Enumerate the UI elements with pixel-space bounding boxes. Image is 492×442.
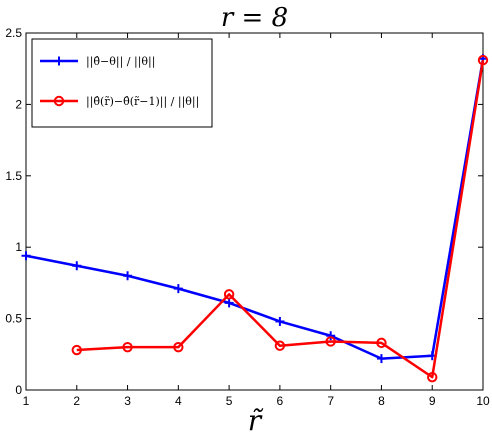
x-tick-label: 3 — [124, 394, 131, 408]
y-tick-label: 1 — [15, 240, 22, 254]
axis-ticks: 1 2 3 4 5 6 7 8 9 10 0 0.5 1 1.5 2 2.5 — [5, 26, 490, 408]
data-point-circle — [53, 95, 65, 107]
chart-title: r = 8 — [221, 3, 288, 33]
data-point-circle — [376, 337, 387, 349]
x-tick-label: 4 — [175, 394, 182, 408]
data-point-circle — [325, 336, 336, 347]
y-tick-label: 2 — [15, 97, 22, 111]
x-tick-label: 1 — [23, 394, 30, 408]
legend: ||θ̂−θ|| / ||θ|| ||θ̂(r̃)−θ̂(r̃−1)|| / ||… — [31, 38, 213, 128]
series-1 — [21, 54, 488, 364]
y-tick-label: 0.5 — [5, 312, 22, 326]
data-point-circle — [427, 371, 438, 383]
legend-label: ||θ̂(r̃)−θ̂(r̃−1)|| / ||θ|| — [86, 95, 199, 109]
x-axis-label: r̃ — [248, 404, 264, 437]
legend-label: ||θ̂−θ|| / ||θ|| — [86, 55, 155, 69]
x-tick-label: 6 — [277, 394, 284, 408]
x-tick-label: 9 — [429, 394, 436, 408]
legend-box — [31, 38, 213, 128]
x-tick-label: 2 — [73, 394, 80, 408]
y-tick-label: 2.5 — [5, 26, 22, 40]
data-point-circle — [477, 54, 489, 66]
x-tick-label: 8 — [378, 394, 385, 408]
data-point-circle — [173, 341, 184, 353]
series-line — [25, 58, 485, 360]
x-tick-label: 10 — [476, 394, 490, 408]
y-tick-label: 1.5 — [5, 169, 22, 183]
data-point-circle — [274, 340, 286, 351]
y-tick-label: 0 — [15, 383, 22, 397]
data-point-circle — [122, 341, 133, 353]
series-line — [76, 59, 485, 379]
series-2 — [71, 54, 489, 383]
x-tick-label: 7 — [327, 394, 334, 408]
x-tick-label: 5 — [226, 394, 233, 408]
data-point-circle — [71, 344, 82, 356]
data-point-circle — [223, 289, 235, 300]
